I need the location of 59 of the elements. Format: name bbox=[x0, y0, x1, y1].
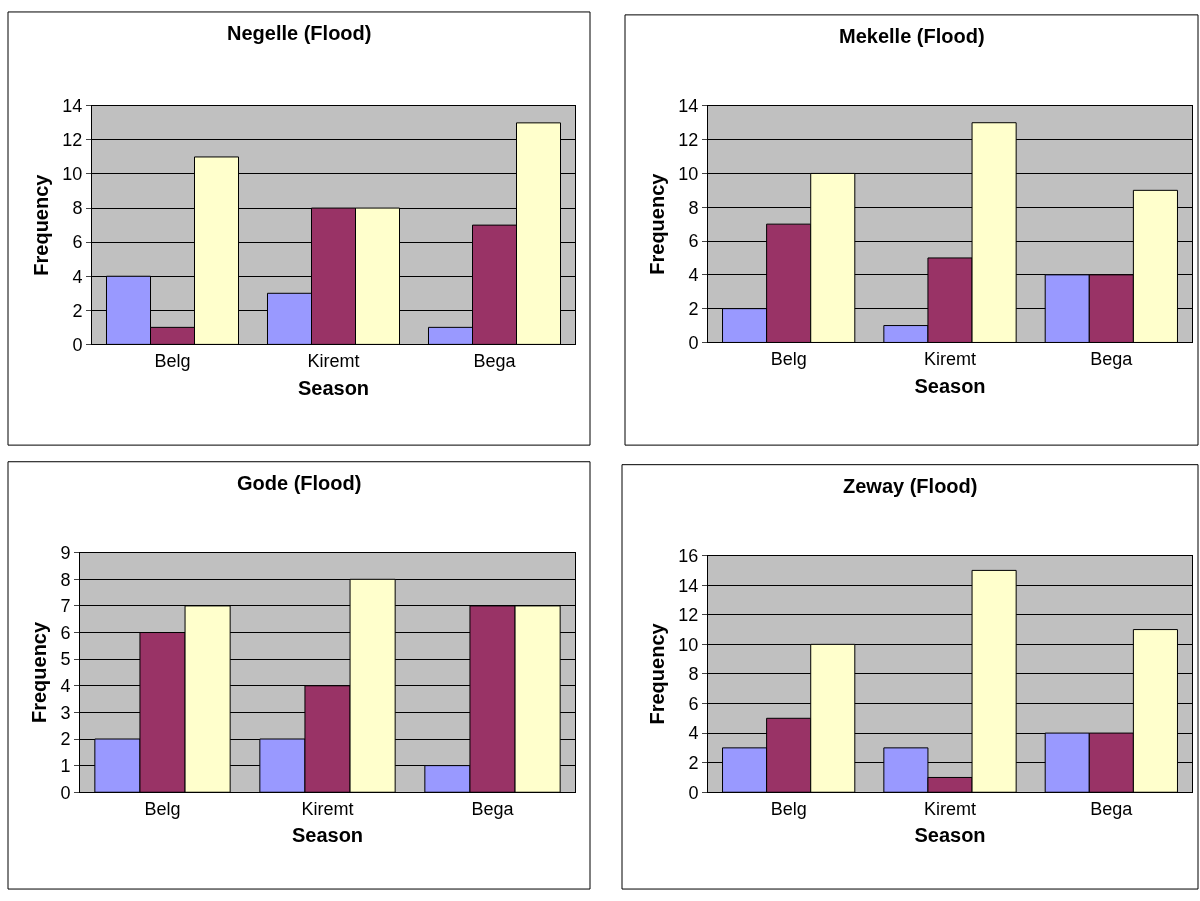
y-tick-label: 7 bbox=[60, 596, 71, 617]
y-tick-label: 14 bbox=[678, 575, 699, 596]
y-tick-label: 9 bbox=[60, 542, 71, 563]
chart-title: Negelle (Flood) bbox=[227, 22, 372, 44]
x-tick-label: Belg bbox=[770, 349, 807, 370]
y-tick-label: 3 bbox=[60, 702, 71, 723]
x-tick-label: Bega bbox=[1090, 798, 1134, 819]
y-tick-label: 8 bbox=[688, 664, 699, 685]
y-tick-label: 0 bbox=[688, 782, 699, 803]
y-tick-label: 12 bbox=[62, 130, 83, 151]
y-tick-label: 10 bbox=[678, 634, 699, 655]
x-tick-label: Belg bbox=[154, 351, 191, 372]
x-tick-label: Belg bbox=[770, 798, 807, 819]
y-tick-label: 14 bbox=[62, 96, 83, 117]
x-axis-title: Season bbox=[297, 376, 370, 399]
y-tick-label: 2 bbox=[688, 752, 699, 773]
x-tick-label: Kiremt bbox=[301, 798, 354, 819]
y-tick-label: 0 bbox=[72, 334, 83, 355]
x-axis-title: Season bbox=[914, 824, 986, 847]
x-tick-label: Bega bbox=[471, 798, 515, 819]
y-tick-label: 2 bbox=[688, 298, 699, 319]
y-tick-label: 4 bbox=[72, 266, 83, 287]
y-tick-label: 0 bbox=[60, 782, 71, 803]
y-axis-title: Frequency bbox=[29, 173, 52, 276]
y-axis-title: Frequency bbox=[27, 621, 50, 724]
y-tick-label: 4 bbox=[688, 265, 699, 286]
x-axis-title: Season bbox=[291, 824, 364, 847]
y-tick-label: 14 bbox=[678, 96, 699, 117]
x-axis-title: Season bbox=[914, 374, 986, 397]
y-tick-label: 4 bbox=[688, 723, 699, 744]
y-tick-label: 8 bbox=[60, 569, 71, 590]
x-tick-label: Kiremt bbox=[923, 798, 977, 819]
y-tick-label: 2 bbox=[60, 729, 71, 750]
chart-title: Gode (Flood) bbox=[237, 472, 362, 494]
x-tick-label: Belg bbox=[144, 798, 181, 819]
y-axis-title: Frequency bbox=[645, 172, 668, 275]
x-tick-label: Kiremt bbox=[307, 351, 360, 372]
x-tick-label: Kiremt bbox=[923, 349, 977, 370]
y-tick-label: 1 bbox=[60, 755, 71, 776]
y-tick-label: 6 bbox=[688, 693, 699, 714]
x-tick-label: Bega bbox=[1090, 349, 1134, 370]
y-tick-label: 10 bbox=[62, 164, 83, 185]
y-tick-label: 12 bbox=[678, 129, 699, 150]
y-tick-label: 10 bbox=[678, 163, 699, 184]
y-tick-label: 16 bbox=[678, 545, 699, 566]
y-tick-label: 6 bbox=[72, 232, 83, 253]
chart-title: Mekelle (Flood) bbox=[839, 25, 985, 47]
y-axis-title: Frequency bbox=[645, 622, 668, 725]
x-tick-label: Bega bbox=[473, 351, 517, 372]
y-tick-label: 6 bbox=[60, 622, 71, 643]
y-tick-label: 5 bbox=[60, 649, 71, 670]
y-tick-label: 0 bbox=[688, 332, 699, 353]
chart-title: Zeway (Flood) bbox=[843, 475, 978, 497]
y-tick-label: 8 bbox=[72, 198, 83, 219]
y-tick-label: 12 bbox=[678, 605, 699, 626]
y-tick-label: 4 bbox=[60, 676, 71, 697]
y-tick-label: 2 bbox=[72, 300, 83, 321]
y-tick-label: 6 bbox=[688, 231, 699, 252]
y-tick-label: 8 bbox=[688, 197, 699, 218]
